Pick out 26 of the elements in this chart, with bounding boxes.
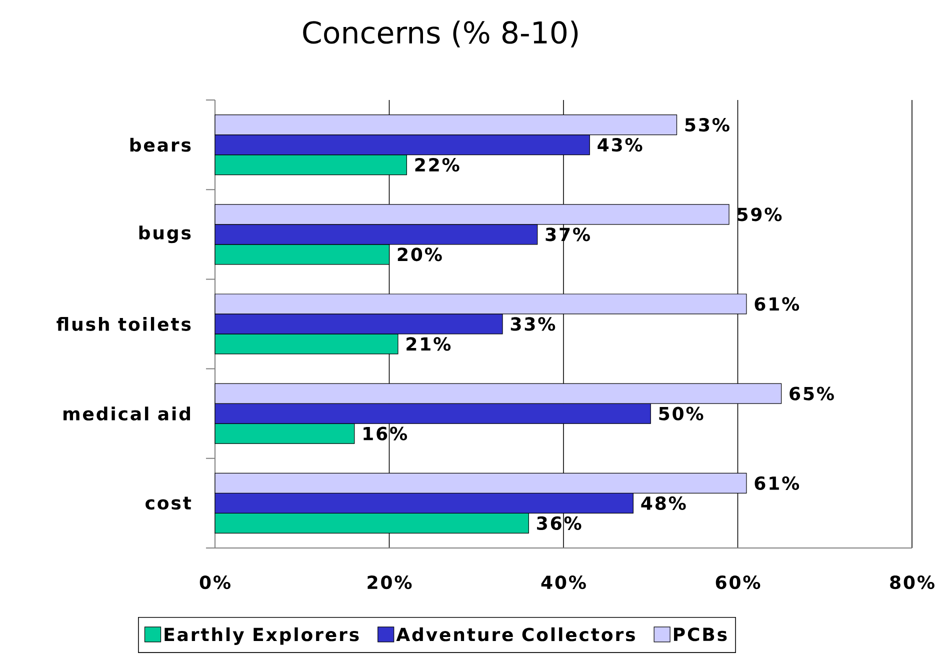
x-tick-label: 60% xyxy=(716,576,760,590)
data-label: 48% xyxy=(641,496,686,510)
y-tick-label: flush toilets xyxy=(56,317,191,331)
y-tick-label: cost xyxy=(146,496,192,510)
data-label: 50% xyxy=(659,406,704,420)
x-tick-label: 0% xyxy=(200,576,230,590)
chart-title: Concerns (% 8-10) xyxy=(303,20,578,48)
y-tick-label: medical aid xyxy=(64,406,190,421)
legend-label: Adventure Collectors xyxy=(396,627,635,642)
y-tick-label: bears xyxy=(130,138,191,152)
data-label: 20% xyxy=(398,248,442,262)
data-label: 59% xyxy=(738,208,782,222)
data-label: 33% xyxy=(510,317,556,331)
x-tick-label: 20% xyxy=(368,576,412,590)
data-label: 43% xyxy=(598,138,642,152)
data-label: 53% xyxy=(685,118,730,132)
legend-label: Earthly Explorers xyxy=(164,627,359,645)
legend-label: PCBs xyxy=(674,628,727,642)
data-label: 65% xyxy=(790,386,834,400)
y-tick-label: bugs xyxy=(139,226,191,244)
x-tick-label: 40% xyxy=(541,576,586,590)
data-label: 22% xyxy=(415,158,460,172)
x-tick-label: 80% xyxy=(890,576,934,590)
data-label: 61% xyxy=(754,476,800,490)
data-label: 61% xyxy=(754,297,800,311)
data-label: 21% xyxy=(406,337,451,351)
